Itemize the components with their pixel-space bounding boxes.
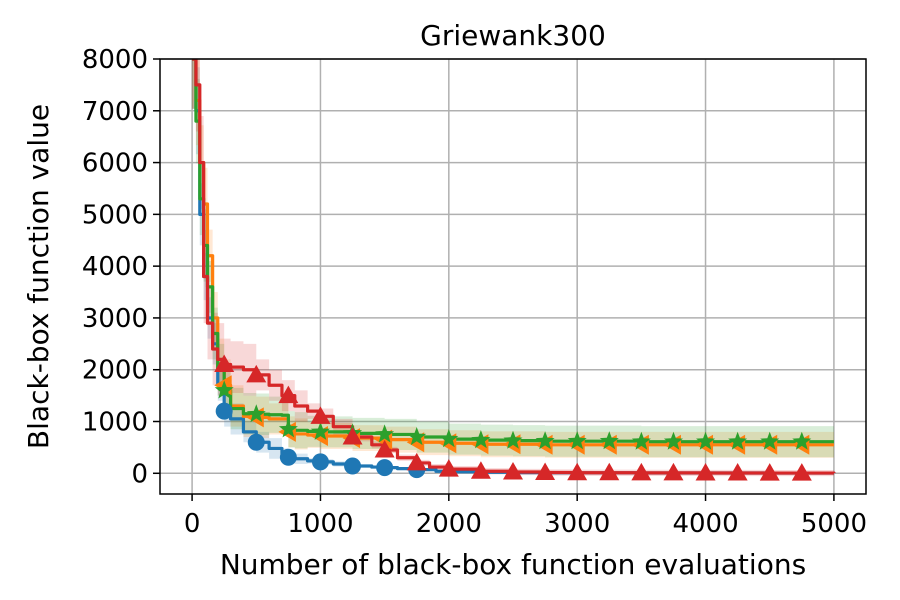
chart-title: Griewank300 — [420, 19, 606, 52]
series-3-marker — [663, 431, 683, 450]
y-axis-ticks: 0 1000 2000 3000 4000 5000 6000 7000 8000 — [82, 45, 160, 489]
x-tick-label: 4000 — [672, 509, 738, 539]
y-tick-label: 8000 — [82, 45, 148, 75]
x-tick-label: 3000 — [544, 509, 610, 539]
series-4-marker — [535, 462, 556, 481]
series-3-marker — [503, 430, 523, 449]
series-4-marker — [567, 462, 588, 481]
series-4-marker — [214, 354, 235, 373]
series-3-marker — [599, 431, 619, 450]
x-axis-label: Number of black-box function evaluations — [220, 548, 806, 581]
series-1-marker — [344, 457, 362, 475]
series-4-marker — [278, 385, 299, 404]
series-4-marker — [759, 463, 780, 481]
series-1-marker — [311, 453, 329, 471]
series-4-marker — [406, 452, 427, 471]
y-tick-label: 7000 — [82, 97, 148, 127]
series-3-marker — [792, 431, 812, 450]
series-3-marker — [471, 430, 491, 449]
series-4-marker — [599, 462, 620, 481]
series-4-marker — [470, 461, 491, 479]
series-4-marker — [695, 463, 716, 481]
confidence-bands — [192, 59, 834, 477]
series-3-marker — [310, 421, 330, 440]
series-1-marker — [279, 448, 297, 466]
series-4-marker — [503, 461, 523, 480]
series-3-marker — [631, 431, 651, 450]
series-markers — [214, 354, 812, 481]
plot-frame — [159, 58, 867, 495]
series-3-marker — [567, 431, 587, 450]
y-axis-label: Black-box function value — [22, 104, 55, 449]
series-1-marker — [247, 433, 265, 451]
y-tick-label: 6000 — [82, 149, 148, 179]
x-axis-ticks: 0 1000 2000 3000 4000 5000 — [184, 494, 867, 539]
y-tick-label: 1000 — [82, 408, 148, 438]
series-4-marker — [374, 439, 395, 458]
x-tick-label: 0 — [184, 509, 201, 539]
y-tick-label: 4000 — [82, 252, 148, 282]
y-tick-label: 5000 — [82, 200, 148, 230]
series-4-marker — [727, 463, 748, 481]
series-3-marker — [375, 424, 395, 443]
x-tick-label: 5000 — [801, 509, 867, 539]
series-3-marker — [760, 431, 780, 450]
series-4-marker — [791, 463, 812, 481]
x-tick-label: 1000 — [287, 509, 353, 539]
series-4-marker — [342, 427, 363, 445]
series-4-marker — [246, 364, 267, 383]
series-3-marker — [278, 419, 298, 438]
series-4-marker — [631, 462, 652, 481]
y-tick-label: 0 — [131, 459, 148, 489]
series-3-marker — [535, 431, 555, 450]
series-1-marker — [215, 402, 233, 420]
series-1-marker — [376, 459, 394, 477]
series-4-marker — [438, 459, 459, 477]
series-3-marker — [439, 429, 459, 448]
series-4-marker — [663, 462, 684, 481]
series-4-band — [192, 59, 834, 477]
y-tick-label: 3000 — [82, 304, 148, 334]
y-tick-label: 2000 — [82, 356, 148, 386]
series-3-marker — [246, 404, 266, 423]
series-3-marker — [696, 431, 716, 450]
series-3-marker — [214, 380, 234, 399]
x-tick-label: 2000 — [416, 509, 482, 539]
grid-lines — [160, 58, 866, 494]
series-3-marker — [728, 431, 748, 450]
series-4-marker — [310, 406, 331, 424]
series-3-marker — [407, 427, 427, 446]
